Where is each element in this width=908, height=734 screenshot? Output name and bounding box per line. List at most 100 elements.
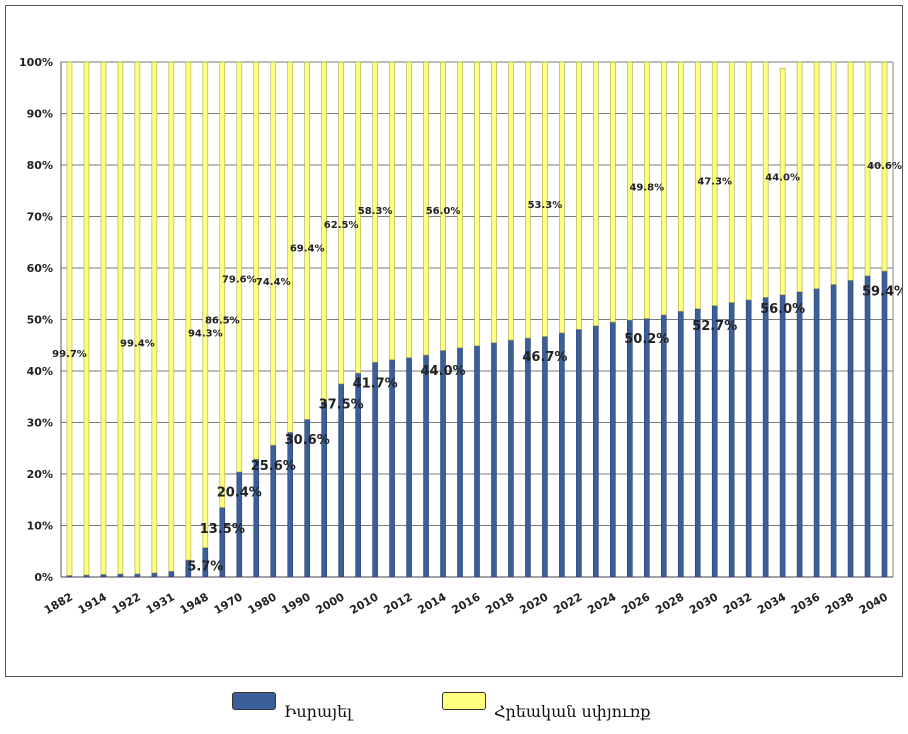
bar-diaspora bbox=[270, 61, 277, 446]
bar-israel bbox=[559, 332, 565, 578]
data-label-israel: 13.5% bbox=[200, 522, 245, 537]
bar-diaspora bbox=[660, 61, 667, 316]
bar-diaspora bbox=[864, 61, 871, 277]
bar-israel bbox=[660, 314, 667, 578]
x-tick-label: 2022 bbox=[551, 590, 584, 617]
data-label-diaspora: 44.0% bbox=[765, 172, 800, 183]
data-label-diaspora: 94.3% bbox=[188, 328, 223, 339]
bar-diaspora bbox=[134, 61, 141, 575]
y-tick-label: 20% bbox=[27, 468, 53, 481]
bar-diaspora bbox=[610, 61, 616, 323]
bar-israel bbox=[457, 347, 463, 578]
bar-diaspora bbox=[491, 61, 497, 343]
data-label-israel: 50.2% bbox=[624, 332, 669, 347]
bar-israel bbox=[168, 571, 175, 578]
y-tick-label: 30% bbox=[27, 417, 53, 430]
data-label-diaspora: 40.6% bbox=[867, 161, 902, 172]
data-label-diaspora: 47.3% bbox=[697, 176, 732, 187]
bar-israel bbox=[338, 383, 344, 578]
legend: Իսրայել Հրեական սփյուռք bbox=[0, 688, 908, 734]
bar-israel bbox=[813, 288, 820, 578]
bar-diaspora bbox=[847, 61, 854, 281]
bar-israel bbox=[83, 574, 90, 578]
data-label-diaspora: 79.6% bbox=[222, 274, 257, 285]
bar-diaspora bbox=[168, 61, 175, 572]
data-label-diaspora: 99.7% bbox=[52, 349, 87, 360]
bar-diaspora bbox=[542, 61, 548, 337]
x-tick-label: 1948 bbox=[178, 590, 211, 617]
bar-diaspora bbox=[694, 61, 701, 309]
bar-diaspora bbox=[508, 61, 514, 341]
bar-diaspora bbox=[813, 61, 820, 289]
bar-diaspora bbox=[202, 61, 209, 548]
bar-israel bbox=[847, 280, 854, 578]
data-label-israel: 46.7% bbox=[522, 350, 567, 365]
bar-israel bbox=[864, 275, 871, 578]
bar-israel bbox=[287, 431, 294, 578]
y-tick-label: 0% bbox=[34, 571, 53, 584]
bar-israel bbox=[474, 345, 480, 578]
bar-diaspora bbox=[779, 67, 786, 296]
bar-diaspora bbox=[457, 61, 463, 349]
x-tick-label: 2040 bbox=[857, 590, 890, 617]
legend-item-israel: Իսրայել bbox=[232, 692, 352, 721]
bar-diaspora bbox=[355, 61, 361, 374]
data-label-israel: 25.6% bbox=[251, 459, 296, 474]
bar-israel bbox=[830, 284, 837, 578]
x-tick-label: 2012 bbox=[382, 590, 415, 617]
x-tick-label: 2034 bbox=[755, 590, 788, 617]
bar-diaspora bbox=[66, 61, 73, 576]
data-label-israel: 44.0% bbox=[420, 364, 465, 379]
bar-israel bbox=[694, 308, 701, 578]
bar-israel bbox=[134, 573, 141, 578]
x-tick-label: 1931 bbox=[144, 590, 177, 617]
bar-israel bbox=[627, 319, 633, 578]
bar-diaspora bbox=[745, 61, 752, 301]
bar-diaspora bbox=[559, 61, 565, 334]
bar-israel bbox=[542, 336, 548, 578]
bar-israel bbox=[117, 573, 124, 578]
bar-israel bbox=[440, 350, 446, 578]
bar-diaspora bbox=[287, 61, 294, 433]
y-tick-label: 60% bbox=[27, 262, 53, 275]
bar-israel bbox=[406, 357, 412, 578]
data-label-israel: 37.5% bbox=[319, 397, 364, 412]
bar-israel bbox=[677, 310, 684, 578]
data-label-diaspora: 86.5% bbox=[205, 316, 240, 327]
bar-israel bbox=[321, 401, 327, 578]
bar-diaspora bbox=[406, 61, 412, 358]
bar-diaspora bbox=[253, 61, 260, 460]
bar-israel bbox=[711, 305, 718, 578]
bar-diaspora bbox=[627, 61, 633, 321]
bar-israel bbox=[491, 342, 497, 578]
bar-diaspora bbox=[525, 61, 531, 339]
bar-israel bbox=[796, 291, 803, 578]
bar-diaspora bbox=[236, 61, 243, 473]
bar-israel bbox=[423, 354, 429, 578]
bar-diaspora bbox=[677, 61, 684, 312]
data-label-diaspora: 58.3% bbox=[358, 206, 393, 217]
bar-israel bbox=[643, 318, 650, 578]
legend-label-diaspora: Հրեական սփյուռք bbox=[494, 702, 651, 721]
x-tick-label: 2018 bbox=[483, 590, 516, 617]
stacked-bar-chart: 0%10%20%30%40%50%60%70%80%90%100% 1882 19… bbox=[19, 56, 902, 617]
data-label-diaspora: 74.4% bbox=[256, 277, 291, 288]
y-tick-label: 80% bbox=[27, 159, 53, 172]
bar-diaspora bbox=[762, 61, 769, 298]
bar-israel bbox=[253, 458, 260, 578]
x-tick-label: 2028 bbox=[653, 590, 686, 617]
data-label-israel: 59.4% bbox=[862, 285, 902, 300]
bar-israel bbox=[508, 339, 514, 578]
bar-israel bbox=[593, 325, 599, 578]
x-tick-label: 1990 bbox=[280, 590, 313, 617]
bar-israel bbox=[762, 297, 769, 578]
bar-diaspora bbox=[711, 61, 718, 306]
bar-israel bbox=[525, 337, 531, 578]
bar-diaspora bbox=[185, 61, 192, 561]
data-label-israel: 20.4% bbox=[217, 486, 262, 501]
bar-israel bbox=[576, 328, 582, 578]
legend-item-diaspora: Հրեական սփյուռք bbox=[442, 692, 650, 721]
x-tick-label: 2020 bbox=[517, 590, 550, 617]
data-label-diaspora: 69.4% bbox=[290, 243, 325, 254]
y-tick-label: 70% bbox=[27, 211, 53, 224]
